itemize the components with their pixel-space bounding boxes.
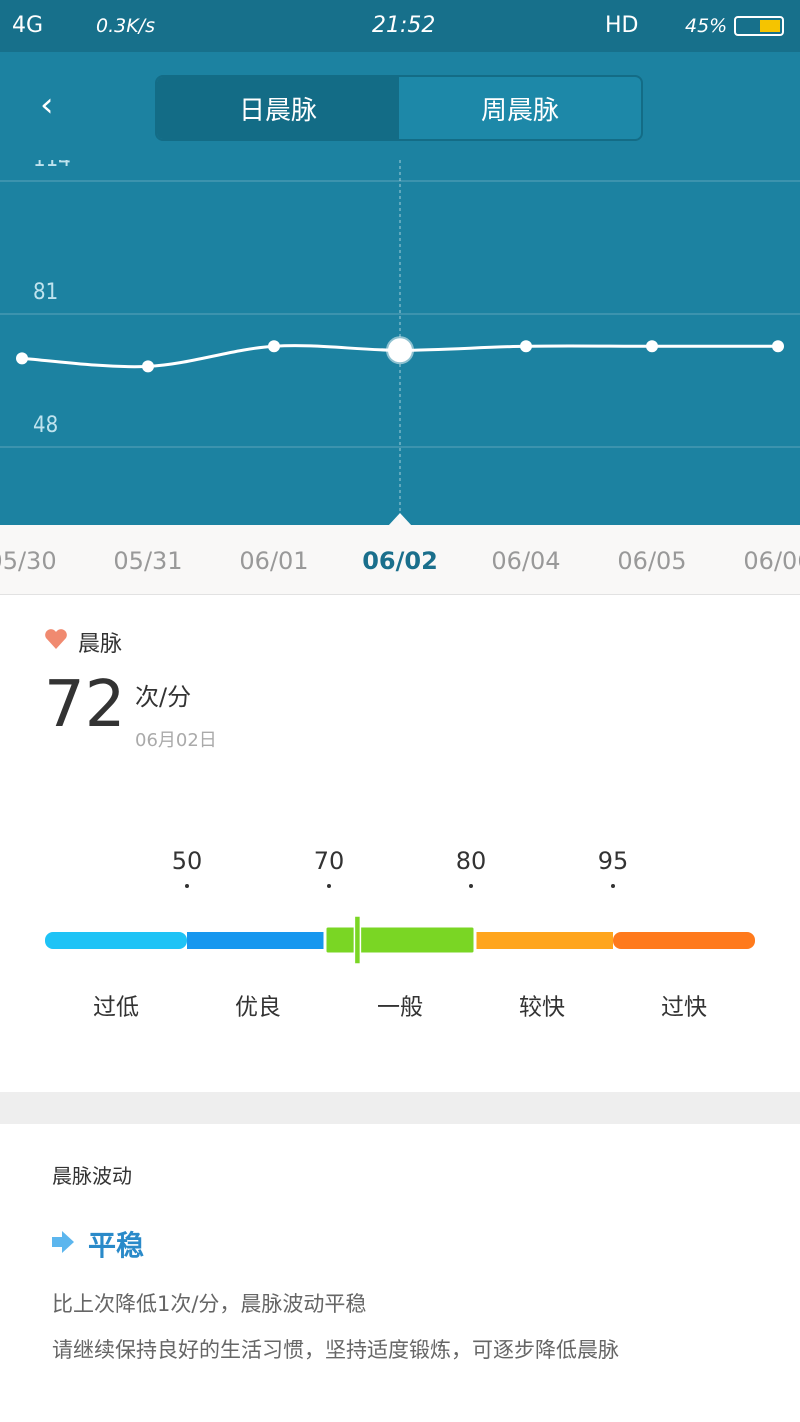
battery-icon [734, 16, 784, 36]
summary-date: 06月02日 [135, 730, 217, 751]
section-gap [0, 1092, 800, 1124]
gauge-segment [613, 932, 755, 949]
y-tick-label: 48 [33, 413, 58, 438]
level-label: 较快 [519, 995, 565, 1021]
battery-text: 45% [685, 15, 728, 37]
point-selected [386, 336, 414, 365]
threshold-dot [611, 884, 615, 888]
network: 4G [12, 13, 44, 38]
hd: HD [605, 13, 639, 38]
point [142, 360, 154, 373]
point [646, 340, 658, 353]
speed: 0.3K/s [96, 15, 155, 37]
level-label: 过快 [661, 995, 707, 1021]
x-tick-label[interactable]: 05/31 [113, 547, 182, 575]
x-tick-label[interactable]: 06/04 [491, 547, 560, 575]
back-button[interactable]: ‹ [40, 85, 54, 125]
status-bar: 4G 0.3K/s 21:52 HD 45% [0, 0, 800, 52]
heart-icon [45, 629, 67, 649]
y-tick-label: 81 [33, 280, 58, 305]
gauge: 50 70 80 95 过低 优良 一般 较快 过快 [45, 847, 755, 1021]
level-label: 优良 [235, 995, 281, 1021]
fluct-line1: 比上次降低1次/分，晨脉波动平稳 [52, 1292, 367, 1316]
summary-unit: 次/分 [135, 683, 192, 711]
arrow-icon [52, 1231, 74, 1253]
fluct-line2: 请继续保持良好的生活习惯，坚持适度锻炼，可逐步降低晨脉 [52, 1338, 619, 1362]
active-segment [323, 924, 477, 956]
summary-value: 72 [44, 668, 126, 742]
threshold-label: 80 [456, 847, 487, 875]
threshold-dot [327, 884, 331, 888]
value-marker [353, 915, 362, 965]
level-label: 一般 [377, 995, 423, 1021]
threshold-dot [469, 884, 473, 888]
x-tick-label[interactable]: 06/02 [362, 547, 438, 575]
x-tick-label[interactable]: 06/06 [743, 547, 800, 575]
fluct-status: 平稳 [88, 1229, 145, 1262]
pointer [388, 513, 412, 526]
date-strip [0, 525, 800, 595]
threshold-label: 50 [172, 847, 203, 875]
point [16, 352, 28, 365]
threshold-label: 70 [314, 847, 345, 875]
x-tick-label[interactable]: 05/30 [0, 547, 57, 575]
point [520, 340, 532, 353]
point [268, 340, 280, 353]
divider [0, 594, 800, 595]
tab-week[interactable]: 周晨脉 [480, 95, 559, 126]
threshold-label: 95 [598, 847, 629, 875]
time: 21:52 [372, 13, 436, 38]
threshold-dot [185, 884, 189, 888]
level-label: 过低 [93, 995, 139, 1021]
gauge-segment [45, 932, 187, 949]
y-tick-label: 114 [33, 147, 71, 172]
x-tick-label[interactable]: 06/05 [617, 547, 686, 575]
chart-area: 48 81 114 [0, 147, 800, 525]
fluct-title: 晨脉波动 [52, 1164, 132, 1188]
summary-label: 晨脉 [78, 632, 123, 657]
gauge-segment [187, 932, 329, 949]
tab-group: 日晨脉 周晨脉 [155, 75, 643, 141]
point [772, 340, 784, 353]
x-tick-label[interactable]: 06/01 [239, 547, 308, 575]
gauge-segment [471, 932, 613, 949]
tab-day[interactable]: 日晨脉 [157, 77, 399, 139]
chart: 48 81 114 05/30 05/31 06/01 06/02 06/04 06/05 06… [0, 147, 800, 595]
